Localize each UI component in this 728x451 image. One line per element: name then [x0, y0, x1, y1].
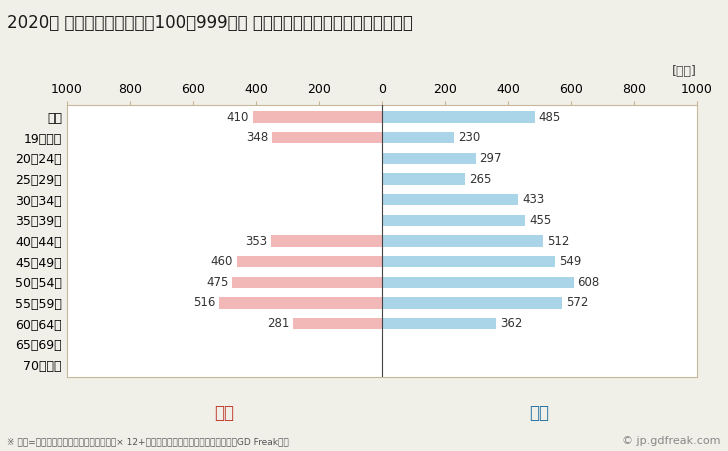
Text: 230: 230 — [458, 131, 480, 144]
Text: 485: 485 — [539, 110, 561, 124]
Text: 460: 460 — [211, 255, 233, 268]
Text: 265: 265 — [470, 173, 491, 185]
Text: 455: 455 — [529, 214, 551, 227]
Text: [万円]: [万円] — [672, 64, 697, 78]
Text: 2020年 民間企業（従業者数100～999人） フルタイム労働者の男女別平均年収: 2020年 民間企業（従業者数100～999人） フルタイム労働者の男女別平均年… — [7, 14, 414, 32]
Text: 475: 475 — [206, 276, 229, 289]
Bar — [382, 173, 465, 185]
Text: 297: 297 — [479, 152, 502, 165]
Text: © jp.gdfreak.com: © jp.gdfreak.com — [622, 437, 721, 446]
Text: 348: 348 — [246, 131, 269, 144]
Bar — [382, 256, 555, 267]
Bar — [293, 318, 382, 329]
Bar — [272, 132, 382, 143]
Text: 281: 281 — [267, 317, 290, 330]
Text: 女性: 女性 — [214, 405, 234, 423]
Bar — [237, 256, 382, 267]
Text: 572: 572 — [566, 296, 588, 309]
Text: 433: 433 — [522, 193, 545, 206]
Text: 608: 608 — [577, 276, 600, 289]
Bar — [253, 111, 382, 123]
Text: 410: 410 — [226, 110, 249, 124]
Bar — [382, 132, 454, 143]
Bar — [382, 111, 535, 123]
Text: ※ 年収=「きまって支給する現金給与額」× 12+「年間賞与その他特別給与額」としてGD Freak推計: ※ 年収=「きまって支給する現金給与額」× 12+「年間賞与その他特別給与額」と… — [7, 437, 289, 446]
Bar — [232, 276, 382, 288]
Text: 362: 362 — [499, 317, 522, 330]
Bar — [382, 235, 543, 247]
Bar — [271, 235, 382, 247]
Bar — [382, 194, 518, 205]
Bar — [382, 215, 526, 226]
Text: 353: 353 — [245, 235, 267, 248]
Bar — [382, 297, 562, 308]
Bar — [382, 153, 475, 164]
Text: 男性: 男性 — [529, 405, 550, 423]
Text: 512: 512 — [547, 235, 569, 248]
Text: 516: 516 — [193, 296, 215, 309]
Bar — [382, 318, 496, 329]
Bar — [219, 297, 382, 308]
Text: 549: 549 — [558, 255, 581, 268]
Bar — [382, 276, 574, 288]
